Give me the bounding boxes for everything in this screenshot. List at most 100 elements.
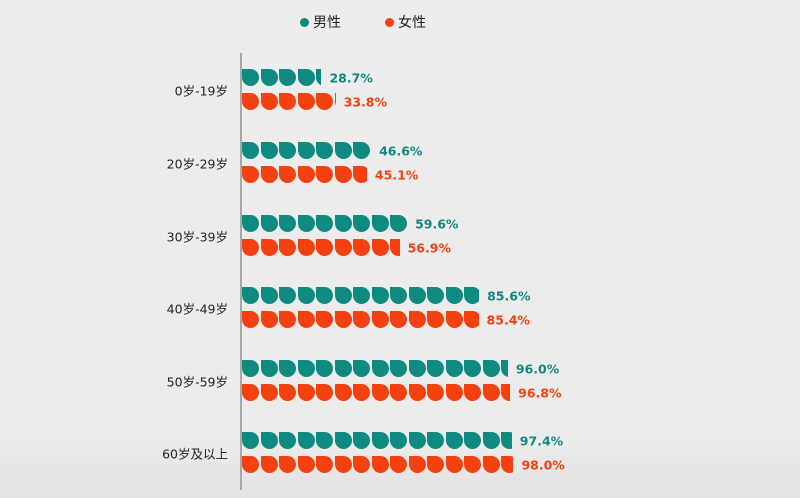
teardrop-icon: [334, 166, 352, 183]
male-bar[interactable]: [242, 287, 480, 305]
teardrop-icon: [408, 384, 426, 401]
teardrop-icon: [353, 384, 370, 401]
teardrop-icon: [242, 287, 259, 304]
teardrop-icon: [260, 142, 278, 159]
teardrop-icon: [260, 432, 278, 449]
teardrop-icon: [464, 311, 479, 328]
teardrop-icon: [242, 311, 259, 328]
teardrop-icon: [260, 215, 278, 232]
legend-label-female: 女性: [398, 15, 426, 31]
teardrop-icon: [371, 311, 389, 328]
teardrop-icon: [316, 384, 333, 401]
value-label: 98.0%: [521, 457, 565, 473]
teardrop-icon: [353, 456, 370, 473]
teardrop-icon: [482, 384, 500, 401]
teardrop-icon: [501, 456, 514, 473]
teardrop-icon: [334, 287, 352, 304]
teardrop-icon: [279, 384, 296, 401]
legend-item-female[interactable]: 女性: [385, 12, 426, 32]
teardrop-icon: [297, 93, 315, 110]
teardrop-icon: [353, 432, 370, 449]
male-bar[interactable]: [242, 432, 512, 450]
teardrop-icon: [371, 239, 389, 256]
teardrop-icon: [408, 360, 426, 377]
teardrop-icon: [353, 142, 370, 159]
value-label: 59.6%: [415, 216, 459, 232]
male-bar[interactable]: [242, 360, 508, 378]
teardrop-icon: [316, 360, 333, 377]
teardrop-icon: [242, 215, 259, 232]
teardrop-icon: [316, 142, 333, 159]
teardrop-icon: [482, 456, 500, 473]
teardrop-icon: [242, 69, 259, 86]
value-label: 28.7%: [329, 70, 373, 86]
female-bar[interactable]: [242, 166, 367, 184]
teardrop-icon: [445, 456, 463, 473]
chart-legend: 男性 女性: [0, 12, 800, 34]
category-label: 50岁-59岁: [166, 374, 228, 390]
teardrop-icon: [427, 360, 444, 377]
teardrop-icon: [464, 287, 480, 304]
category-label: 60岁及以上: [162, 446, 228, 462]
teardrop-icon: [408, 456, 426, 473]
teardrop-icon: [279, 360, 296, 377]
teardrop-icon: [279, 142, 296, 159]
teardrop-icon: [279, 69, 296, 86]
teardrop-icon: [260, 287, 278, 304]
teardrop-icon: [390, 287, 407, 304]
teardrop-icon: [316, 432, 333, 449]
teardrop-icon: [390, 432, 407, 449]
teardrop-icon: [334, 239, 352, 256]
teardrop-icon: [316, 287, 333, 304]
teardrop-icon: [242, 142, 259, 159]
teardrop-icon: [501, 384, 511, 401]
teardrop-icon: [260, 166, 278, 183]
teardrop-icon: [316, 93, 333, 110]
teardrop-icon: [408, 287, 426, 304]
teardrop-icon: [371, 360, 389, 377]
teardrop-icon: [427, 287, 444, 304]
female-dot-icon: [385, 17, 394, 27]
teardrop-icon: [482, 360, 500, 377]
male-bar[interactable]: [242, 142, 371, 160]
teardrop-icon: [316, 215, 333, 232]
teardrop-icon: [316, 69, 322, 86]
value-label: 45.1%: [374, 167, 419, 183]
teardrop-icon: [260, 69, 278, 86]
teardrop-icon: [371, 215, 389, 232]
teardrop-icon: [353, 360, 370, 377]
value-label: 85.6%: [487, 288, 531, 304]
teardrop-icon: [297, 456, 315, 473]
teardrop-icon: [334, 142, 352, 159]
teardrop-icon: [445, 360, 463, 377]
teardrop-icon: [297, 239, 315, 256]
legend-item-male[interactable]: 男性: [300, 12, 341, 32]
teardrop-icon: [242, 166, 259, 183]
teardrop-icon: [371, 432, 389, 449]
teardrop-icon: [390, 239, 400, 256]
male-bar[interactable]: [242, 69, 322, 87]
female-bar[interactable]: [242, 239, 400, 257]
female-bar[interactable]: [242, 311, 479, 329]
teardrop-icon: [464, 432, 481, 449]
teardrop-icon: [334, 93, 336, 110]
teardrop-icon: [464, 384, 481, 401]
teardrop-icon: [260, 360, 278, 377]
teardrop-icon: [390, 215, 407, 232]
teardrop-icon: [316, 166, 333, 183]
teardrop-icon: [390, 384, 407, 401]
teardrop-icon: [297, 69, 315, 86]
teardrop-icon: [297, 166, 315, 183]
category-label: 30岁-39岁: [166, 229, 228, 245]
female-bar[interactable]: [242, 456, 514, 474]
teardrop-icon: [242, 239, 259, 256]
female-bar[interactable]: [242, 93, 336, 111]
teardrop-icon: [297, 142, 315, 159]
teardrop-icon: [279, 93, 296, 110]
teardrop-icon: [316, 239, 333, 256]
male-bar[interactable]: [242, 215, 407, 233]
female-bar[interactable]: [242, 384, 511, 402]
teardrop-icon: [445, 432, 463, 449]
teardrop-icon: [242, 456, 259, 473]
male-dot-icon: [300, 17, 309, 27]
